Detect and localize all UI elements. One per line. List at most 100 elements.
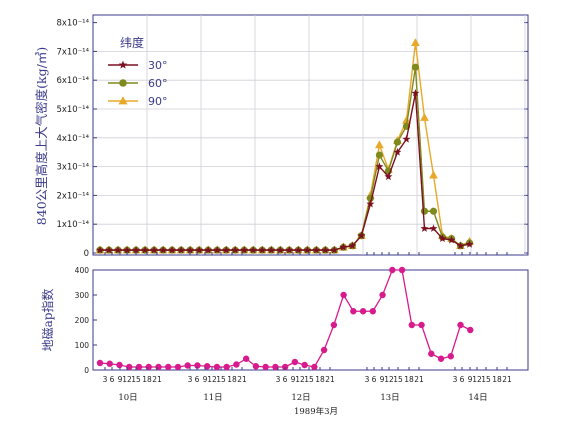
density-ylabel: 840公里高度上大气密度(kg/㎥) [34, 47, 49, 225]
density-point-0-3 [123, 245, 132, 254]
density-point-0-0 [96, 245, 104, 254]
ap-ylabel: 地磁ap指数 [40, 289, 55, 352]
ap-hour-label: 9 [468, 375, 473, 384]
ap-point-9 [184, 362, 191, 369]
ap-point-1 [106, 360, 113, 367]
density-point-0-38 [438, 234, 447, 242]
ap-hour-label: 21 [502, 375, 512, 384]
density-ytick-label: 7x10⁻¹⁴ [56, 47, 89, 57]
ap-ytick-label: 100 [75, 341, 90, 350]
density-point-0-17 [249, 245, 258, 254]
ap-day-label: 13日 [380, 393, 399, 403]
ap-series-line [99, 269, 471, 368]
density-point-0-2 [114, 245, 123, 254]
ap-hour-label: 15 [481, 375, 491, 384]
density-point-1-36 [420, 207, 429, 215]
density-point-0-35 [411, 88, 420, 97]
ap-hour-label: 3 [453, 375, 458, 384]
ap-point-11 [203, 363, 211, 370]
ap-point-2 [116, 361, 123, 369]
ap-point-28 [369, 308, 377, 315]
ap-point-26 [350, 308, 357, 315]
ap-hour-label: 6 [372, 375, 377, 384]
density-series-line-0 [100, 93, 470, 251]
density-point-1-33 [393, 138, 402, 146]
density-point-0-24 [312, 245, 321, 254]
legend-label-0: 30° [148, 59, 168, 72]
ap-hour-label: 12 [472, 375, 482, 384]
legend-label-1: 60° [148, 77, 168, 90]
density-point-1-37 [429, 207, 438, 215]
ap-hour-label: 6 [110, 375, 115, 384]
ap-point-16 [252, 363, 260, 370]
ap-hour-label: 3 [103, 375, 108, 384]
density-point-0-31 [375, 162, 384, 170]
density-point-0-7 [159, 245, 168, 254]
ap-point-31 [398, 266, 406, 274]
ap-hour-label: 15 [393, 375, 403, 384]
ap-day-label: 10日 [118, 393, 137, 403]
ap-hour-label: 6 [283, 375, 288, 384]
ap-point-34 [428, 350, 435, 357]
ap-point-21 [301, 361, 308, 369]
density-ytick-label: 0 [84, 249, 89, 259]
legend-label-2: 90° [148, 95, 168, 108]
density-point-0-18 [258, 245, 267, 254]
ap-point-27 [359, 308, 367, 315]
ap-point-6 [155, 363, 162, 371]
legend-title: 纬度 [120, 35, 144, 50]
ap-hour-label: 12 [207, 375, 217, 384]
density-point-0-41 [465, 240, 474, 248]
ap-plot-frame [92, 269, 529, 371]
ap-point-5 [145, 363, 152, 371]
ap-point-4 [135, 363, 143, 371]
ap-day-label: 11日 [203, 393, 222, 403]
density-ytick-label: 8x10⁻¹⁴ [56, 19, 89, 29]
ap-day-label: 12日 [291, 393, 310, 403]
density-point-1-35 [411, 63, 420, 71]
density-ytick-label: 1x10⁻¹⁴ [56, 220, 89, 230]
density-ytick-label: 3x10⁻¹⁴ [56, 163, 89, 173]
ap-point-13 [223, 363, 230, 371]
legend-marker-0 [118, 60, 128, 69]
density-point-0-13 [213, 245, 222, 254]
ap-point-15 [242, 355, 250, 362]
density-point-0-5 [141, 245, 150, 254]
ap-point-0 [96, 359, 104, 367]
density-ytick-label: 4x10⁻¹⁴ [56, 134, 89, 144]
ap-xlabel: 1989年3月 [294, 406, 338, 417]
ap-point-7 [165, 363, 172, 371]
ap-hour-label: 21 [325, 375, 335, 384]
ap-hour-label: 21 [237, 375, 247, 384]
ap-ytick-label: 200 [75, 316, 90, 325]
ap-point-32 [408, 321, 416, 329]
density-point-1-31 [375, 151, 384, 159]
ap-point-12 [213, 363, 221, 371]
ap-hour-label: 15 [131, 375, 141, 384]
density-point-0-4 [132, 245, 141, 254]
density-point-0-11 [195, 245, 204, 254]
ap-hour-label: 3 [188, 375, 193, 384]
density-point-0-25 [321, 245, 330, 254]
legend-marker-2 [118, 96, 128, 105]
density-ytick-label: 2x10⁻¹⁴ [56, 191, 89, 201]
ap-hour-label: 12 [122, 375, 132, 384]
ap-point-24 [330, 321, 338, 329]
density-point-0-26 [330, 245, 339, 254]
density-point-0-19 [267, 245, 276, 254]
ap-hour-label: 3 [276, 375, 281, 384]
ap-point-8 [174, 363, 182, 371]
density-point-0-33 [393, 148, 402, 156]
density-point-2-36 [420, 113, 429, 121]
ap-hour-label: 18 [315, 375, 325, 384]
ap-point-14 [233, 361, 240, 368]
density-point-0-15 [231, 245, 240, 254]
density-point-0-27 [339, 243, 348, 251]
density-point-0-10 [186, 245, 195, 254]
density-point-0-8 [168, 245, 177, 254]
density-point-0-14 [222, 245, 231, 254]
ap-hour-label: 12 [295, 375, 305, 384]
